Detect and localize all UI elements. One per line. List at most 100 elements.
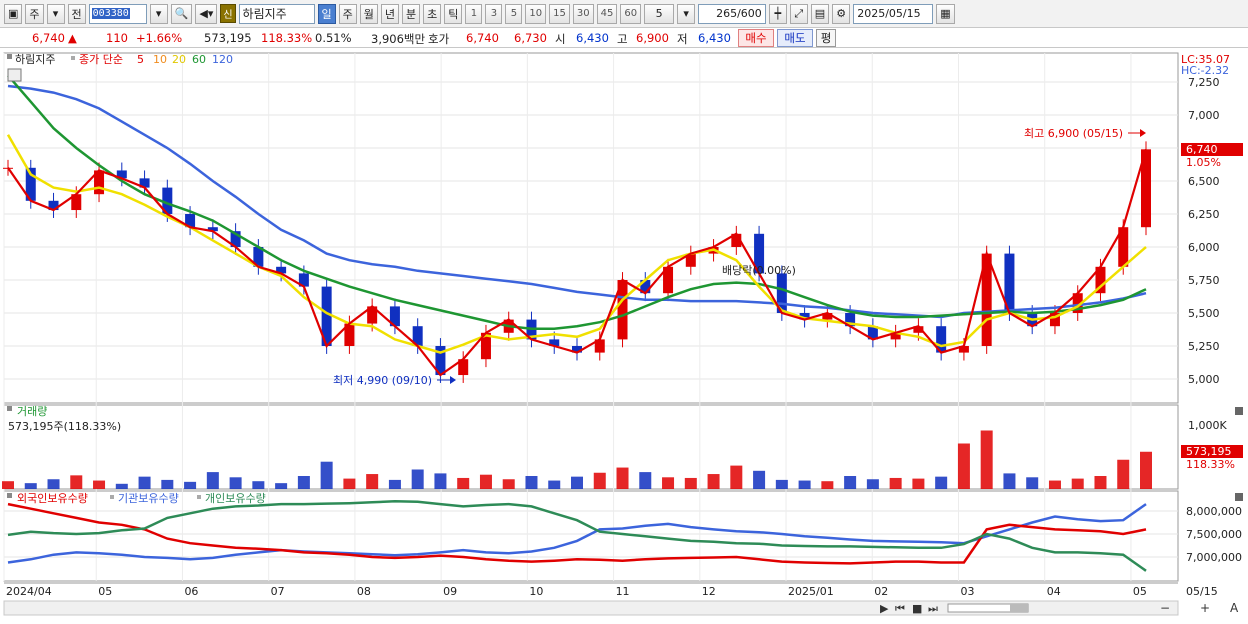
period-week[interactable]: 주	[338, 3, 357, 24]
speaker-icon[interactable]: ◀▾	[195, 3, 218, 24]
volume-bar	[184, 481, 197, 489]
interval-60[interactable]: 60	[620, 3, 642, 24]
candle-body	[845, 313, 856, 327]
volume-bar	[502, 479, 515, 489]
interval-45[interactable]: 45	[596, 3, 618, 24]
volume-bar	[70, 475, 83, 489]
holdings-close-icon[interactable]	[1235, 493, 1243, 501]
open-price: 6,430	[576, 31, 609, 45]
buy-button[interactable]: 매수	[738, 29, 774, 47]
legend-ma5: 5	[137, 53, 144, 66]
scroll-right-icon[interactable]: ▶	[880, 602, 889, 615]
change-percent: +1.66%	[136, 31, 183, 45]
legend-ma10: 10	[153, 53, 167, 66]
interval-dropdown-icon[interactable]: ▾	[677, 3, 696, 24]
interval-select[interactable]: 5	[644, 3, 675, 24]
scrollbar-thumb[interactable]	[1010, 604, 1028, 612]
volume-bar	[957, 443, 970, 489]
x-axis-label: 03	[960, 585, 974, 598]
candle-body	[94, 170, 105, 195]
ma20-line	[6, 134, 1147, 354]
eval-button[interactable]: 평	[816, 29, 836, 47]
trade-amount: 3,906백만	[371, 32, 426, 46]
indicator-icon[interactable]: ┿	[768, 3, 787, 24]
gear-icon[interactable]: ⚙	[832, 3, 851, 24]
table-toggle-icon[interactable]	[7, 68, 22, 82]
x-axis-label: 07	[271, 585, 285, 598]
auto-scale-icon[interactable]: A	[1230, 601, 1239, 615]
legend-institution: 기관보유수량	[118, 492, 179, 505]
candle-body	[367, 306, 378, 324]
ma60-line	[7, 74, 1147, 331]
date-field[interactable]: 2025/05/15	[853, 3, 934, 24]
volume-close-icon[interactable]	[1235, 407, 1243, 415]
period-day[interactable]: 일	[317, 3, 336, 24]
legend-sep-2	[197, 495, 201, 499]
volume-tag	[1181, 445, 1243, 458]
candle-body	[139, 178, 150, 188]
stop-icon[interactable]: ■	[912, 602, 922, 615]
ask-price: 6,740	[466, 31, 499, 45]
bar-count-field[interactable]: 265/600	[698, 3, 766, 24]
candle-body	[25, 167, 36, 201]
volume-value-label: 573,195주(118.33%)	[8, 420, 121, 433]
candle-body	[162, 187, 173, 214]
tab-ju[interactable]: 주	[25, 3, 44, 24]
candle-body	[958, 346, 969, 353]
dropdown-icon[interactable]: ▾	[46, 3, 65, 24]
chart-settings-icon[interactable]: ⤢	[789, 3, 808, 24]
period-second[interactable]: 초	[423, 3, 442, 24]
x-axis-label: 12	[702, 585, 716, 598]
save-icon[interactable]: ▤	[810, 3, 830, 24]
volume-bar	[707, 474, 720, 489]
chart-svg: 7,2507,0006,7506,5006,2506,0005,7505,500…	[2, 52, 1243, 616]
candle-body	[776, 273, 787, 313]
price-tick-label: 5,750	[1188, 274, 1220, 287]
interval-15[interactable]: 15	[549, 3, 570, 24]
zoom-in-icon[interactable]: +	[1200, 601, 1210, 615]
price-tick-label: 6,000	[1188, 241, 1220, 254]
volume-bar	[798, 480, 811, 489]
zoom-out-icon[interactable]: −	[1160, 601, 1170, 615]
period-year[interactable]: 년	[380, 3, 400, 24]
volume-bar	[1140, 451, 1152, 489]
dividend-label: 배당락(0.00%)	[722, 264, 796, 277]
code-dropdown-icon[interactable]: ▾	[149, 3, 168, 24]
volume-bar	[161, 479, 174, 489]
volume-bar	[662, 477, 675, 489]
interval-30[interactable]: 30	[572, 3, 594, 24]
tab-jeon[interactable]: 전	[67, 3, 86, 24]
window-icon[interactable]: ▣	[4, 3, 23, 24]
candle-body	[458, 359, 469, 376]
candle-body	[799, 313, 810, 320]
period-month[interactable]: 월	[359, 3, 378, 24]
stock-name-field[interactable]: 하림지주	[238, 3, 315, 24]
x-axis-label: 06	[184, 585, 198, 598]
volume-bar	[730, 465, 743, 489]
candle-body	[1118, 227, 1129, 267]
calendar-icon[interactable]: ▦	[936, 3, 955, 24]
sell-button[interactable]: 매도	[777, 29, 813, 47]
toolbar: ▣ 주 ▾ 전 003380 ▾ 🔍 ◀▾ 신 하림지주 일 주 월 년 분 초…	[0, 0, 1248, 28]
candle-body	[207, 227, 218, 232]
candle-body	[572, 346, 582, 353]
price-tick-label: 6,500	[1188, 175, 1220, 188]
interval-3[interactable]: 3	[485, 3, 503, 24]
price-tick-label: 5,500	[1188, 307, 1220, 320]
candle-body	[298, 273, 309, 287]
interval-1[interactable]: 1	[465, 3, 483, 24]
period-minute[interactable]: 분	[402, 3, 421, 24]
x-axis-label: 04	[1047, 585, 1061, 598]
candle-body	[731, 233, 742, 247]
fast-forward-icon[interactable]: ⏭	[928, 602, 938, 615]
rewind-icon[interactable]: ⏮	[895, 602, 905, 615]
search-icon[interactable]: 🔍	[170, 3, 193, 24]
volume-bar	[1071, 478, 1084, 489]
volume-bar	[1026, 477, 1039, 489]
stock-code-input[interactable]: 003380	[88, 3, 147, 24]
interval-10[interactable]: 10	[525, 3, 547, 24]
interval-5[interactable]: 5	[505, 3, 523, 24]
turnover-rate: 0.51%	[315, 31, 352, 45]
period-tick[interactable]: 틱	[444, 3, 463, 24]
volume-bar	[548, 480, 561, 489]
